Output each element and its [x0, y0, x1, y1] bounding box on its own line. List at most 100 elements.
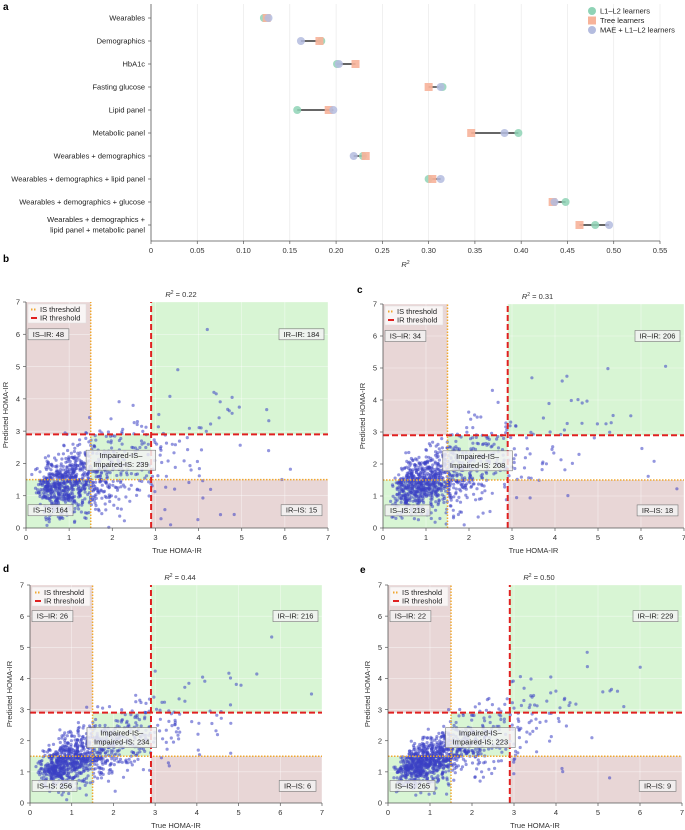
data-point: [45, 750, 50, 754]
data-point: [527, 476, 531, 480]
data-point: [57, 452, 61, 456]
x-axis-label: True HOMA-IR: [151, 821, 201, 830]
panel-a: a 0 0.05 0.10 0.15 0.20 0.25 0.30 0.35 0.40 0.45 0.…: [3, 2, 675, 269]
y-tick-label: 4: [16, 395, 20, 404]
x-tick-label: 4: [553, 533, 557, 542]
data-point: [70, 496, 74, 500]
data-point: [562, 698, 566, 702]
x-tick-label: 1: [424, 533, 428, 542]
data-point: [173, 723, 177, 727]
data-point: [157, 412, 161, 417]
data-point: [535, 750, 539, 754]
data-point: [462, 523, 466, 527]
data-point: [391, 494, 395, 498]
data-point: [615, 689, 620, 693]
data-point: [548, 739, 552, 743]
data-point: [62, 771, 66, 775]
data-point: [55, 470, 60, 474]
data-point: [160, 700, 164, 705]
data-point: [121, 427, 125, 431]
data-point: [528, 496, 532, 500]
panel-letter-e: e: [360, 565, 366, 576]
data-point: [94, 480, 98, 484]
data-point: [439, 450, 443, 454]
data-point: [433, 460, 437, 464]
data-point: [197, 474, 201, 478]
data-point: [472, 482, 476, 486]
data-point: [508, 424, 512, 428]
data-point: [518, 675, 523, 679]
data-point: [479, 752, 483, 756]
data-point: [132, 421, 136, 425]
region-is-ir: [30, 585, 93, 713]
data-point: [237, 405, 241, 409]
data-point: [67, 457, 71, 461]
data-point: [164, 740, 168, 745]
data-point: [560, 766, 564, 771]
data-point: [489, 445, 493, 449]
data-point: [435, 742, 439, 746]
y-tick-label: 4: [378, 674, 382, 683]
data-point: [447, 708, 451, 712]
y-tick-label: 3: [378, 705, 382, 714]
data-point: [92, 483, 96, 487]
data-point: [515, 496, 519, 500]
data-point: [134, 472, 138, 477]
data-point: [534, 726, 539, 730]
data-point: [72, 748, 76, 753]
data-point: [510, 723, 514, 727]
data-point: [475, 441, 479, 445]
data-point: [255, 672, 259, 676]
data-point: [120, 442, 124, 446]
data-point: [549, 735, 553, 739]
x-tick-label: 5: [596, 808, 600, 817]
x-tick-label: 6: [278, 808, 282, 817]
data-point: [455, 472, 459, 476]
data-point: [147, 480, 151, 484]
data-point: [153, 440, 157, 444]
data-point: [218, 400, 222, 404]
data-point: [98, 751, 103, 756]
data-point: [436, 454, 440, 458]
data-point: [445, 778, 449, 782]
data-point: [65, 734, 69, 738]
data-point: [540, 468, 544, 472]
data-point: [590, 736, 594, 740]
data-point: [629, 414, 633, 418]
data-point: [417, 461, 421, 465]
data-point: [100, 470, 104, 474]
data-point: [61, 452, 65, 456]
row-label: Metabolic panel: [92, 129, 145, 138]
data-point: [549, 675, 553, 679]
data-point: [395, 776, 399, 780]
data-point: [446, 758, 450, 762]
y-tick-label: 3: [16, 427, 20, 436]
label-is-ir-text: IS–IR: 48: [33, 330, 64, 339]
data-point: [69, 770, 73, 774]
data-point: [177, 439, 182, 443]
data-point: [196, 748, 200, 752]
data-point: [427, 792, 431, 796]
legend-swatch-tree: [588, 16, 596, 25]
data-point: [439, 486, 443, 490]
data-point: [173, 718, 177, 722]
data-point: [83, 471, 87, 475]
data-point: [146, 442, 150, 446]
data-point: [552, 451, 556, 455]
data-point: [425, 752, 429, 756]
data-point: [455, 499, 459, 503]
data-point: [42, 775, 46, 779]
label-impaired-text: Impaired-IS–: [459, 729, 503, 738]
data-point: [174, 730, 178, 734]
data-point: [512, 772, 516, 776]
data-point: [544, 462, 549, 466]
label-is-is: IS–IS: 265: [389, 780, 436, 792]
y-tick-label: 5: [20, 643, 24, 652]
data-point: [127, 723, 131, 727]
data-point: [60, 793, 64, 797]
y-tick-label: 4: [20, 674, 24, 683]
data-point: [468, 474, 472, 478]
data-point: [67, 776, 72, 780]
data-point: [451, 516, 456, 520]
data-point: [429, 494, 433, 498]
